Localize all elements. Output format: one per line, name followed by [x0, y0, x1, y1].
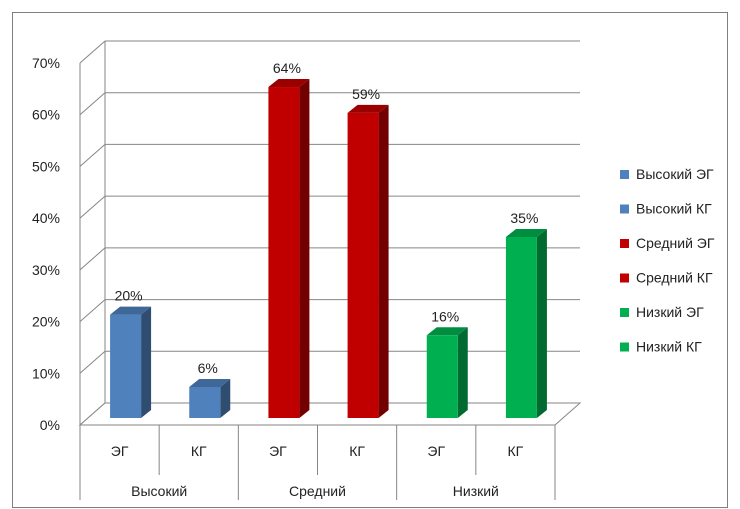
data-label: 35%	[510, 210, 538, 226]
y-tick-label: 50%	[32, 158, 60, 174]
bar-side	[141, 306, 152, 418]
gridline-side	[79, 40, 106, 64]
y-tick-label: 70%	[32, 55, 60, 71]
bar-top	[110, 306, 152, 315]
x-group-label: Средний	[289, 483, 346, 499]
bar	[268, 87, 300, 419]
gridline-side	[79, 195, 106, 219]
x-group-label: Высокий	[131, 483, 187, 499]
gridline-side	[79, 299, 106, 322]
data-label: 20%	[115, 288, 143, 304]
bar-top	[347, 104, 389, 113]
data-label: 64%	[273, 60, 301, 76]
legend-entry: Средний КГ	[636, 270, 713, 286]
bar-top	[268, 79, 310, 88]
bar	[505, 237, 537, 418]
x-tick-label: КГ	[349, 443, 365, 459]
gridline-side	[79, 144, 106, 167]
legend-swatch	[620, 342, 629, 352]
y-tick-label: 30%	[32, 262, 60, 278]
y-tick-label: 20%	[32, 314, 60, 330]
bar	[347, 112, 379, 418]
legend-swatch	[620, 239, 629, 248]
bar	[189, 386, 221, 418]
data-label: 6%	[198, 360, 218, 376]
y-tick-label: 0%	[40, 417, 60, 433]
gridline-side	[79, 92, 106, 116]
y-tick-label: 10%	[32, 365, 60, 381]
data-label: 59%	[352, 86, 380, 102]
bar-top	[505, 229, 547, 237]
y-tick-label: 40%	[32, 210, 60, 226]
data-label: 16%	[431, 308, 459, 324]
legend-entry: Низкий ЭГ	[636, 304, 704, 320]
bar-side	[378, 104, 389, 418]
y-tick-label: 60%	[32, 107, 60, 123]
x-tick-label: КГ	[508, 443, 524, 459]
legend-swatch	[620, 204, 629, 214]
legend-swatch	[620, 170, 629, 179]
legend-entry: Высокий КГ	[636, 201, 712, 217]
bar-side	[299, 79, 310, 419]
bar-top	[426, 327, 468, 336]
bar	[426, 335, 458, 418]
x-tick-label: ЭГ	[111, 443, 129, 459]
legend-entry: Низкий КГ	[636, 339, 702, 355]
legend-entry: Средний ЭГ	[636, 235, 715, 251]
legend-swatch	[620, 273, 629, 283]
bar-top	[189, 378, 231, 387]
chart-floor	[78, 402, 582, 426]
legend-entry: Высокий ЭГ	[636, 166, 714, 182]
x-group-label: Низкий	[453, 483, 499, 499]
x-tick-label: ЭГ	[269, 443, 287, 459]
bar-side	[457, 327, 468, 418]
bar	[110, 314, 142, 418]
legend-swatch	[620, 308, 629, 317]
x-tick-label: ЭГ	[427, 443, 445, 459]
gridline-side	[79, 247, 106, 271]
gridline-side	[79, 350, 106, 374]
bar-side	[536, 229, 547, 418]
x-tick-label: КГ	[191, 443, 207, 459]
bar-side	[220, 378, 231, 418]
